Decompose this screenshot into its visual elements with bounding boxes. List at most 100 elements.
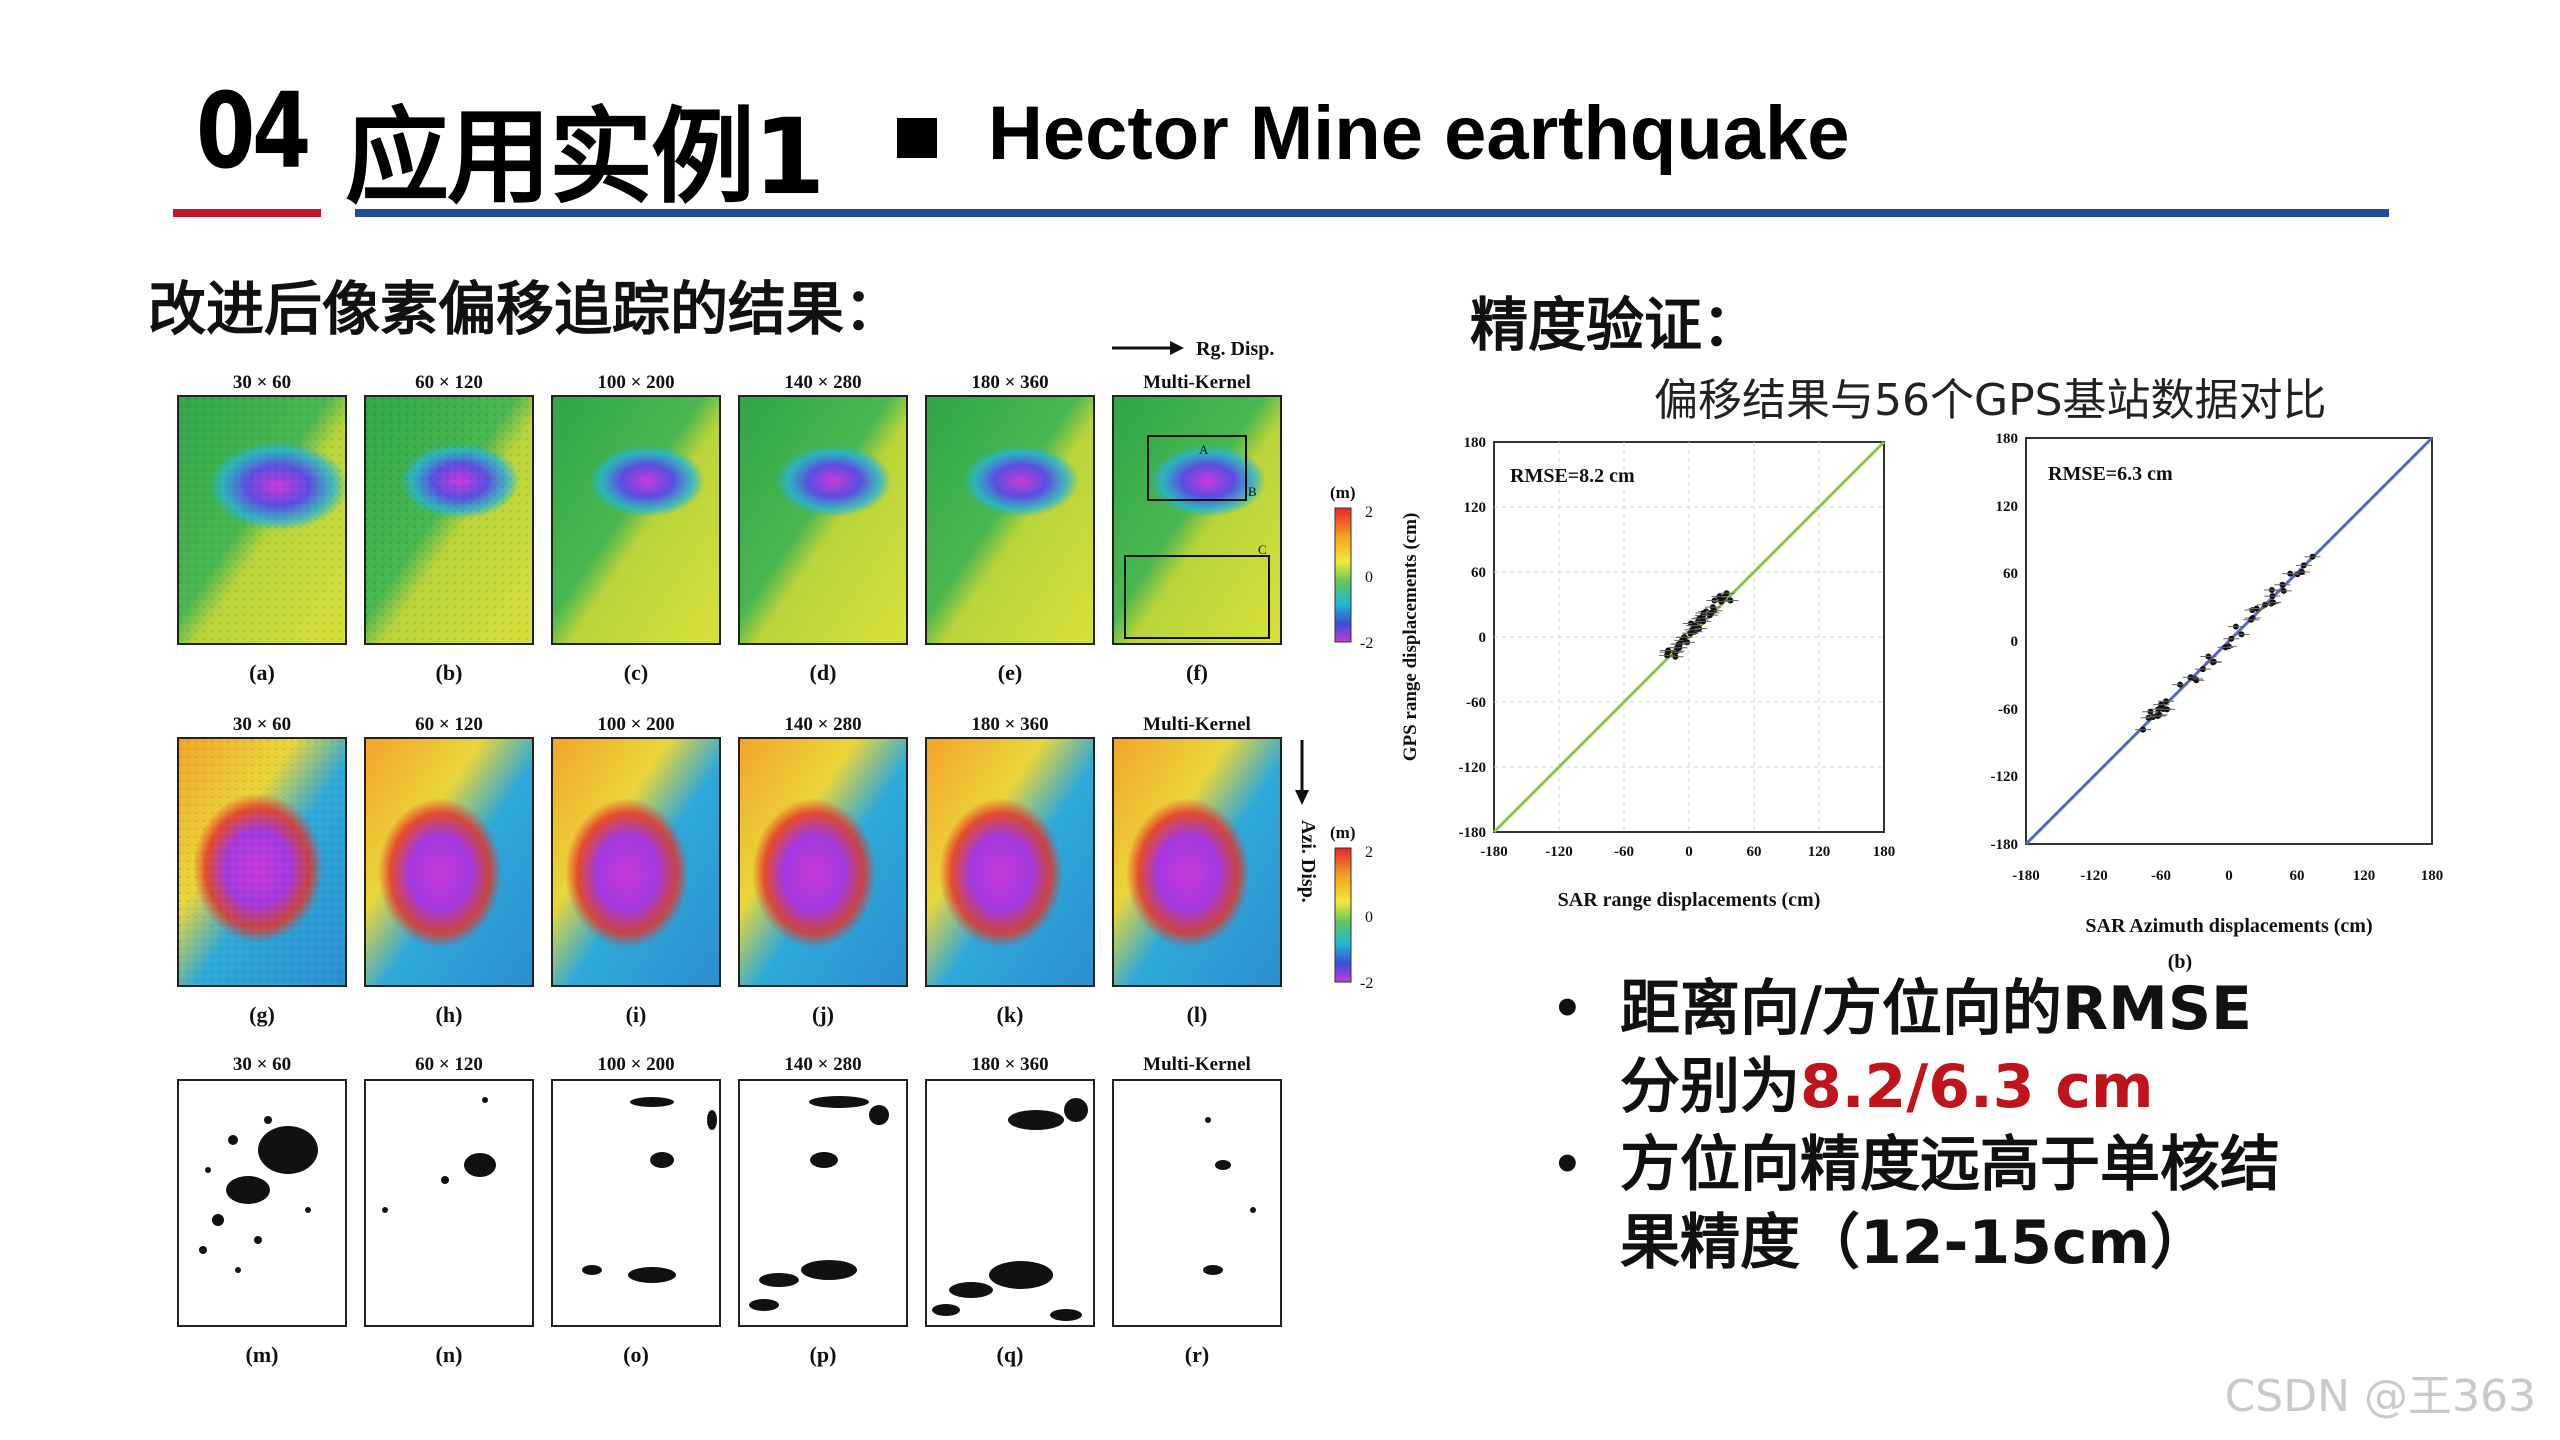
rmse-label: RMSE=8.2 cm	[1510, 465, 1635, 487]
colorbar-unit: (m)	[1330, 483, 1355, 502]
svg-text:120: 120	[2353, 868, 2376, 884]
panel-f: A B C	[1112, 395, 1282, 645]
gps-caption: 偏移结果与56个GPS基站数据对比	[1654, 375, 2327, 426]
panel-g	[177, 737, 347, 987]
col-header: 60 × 120	[415, 372, 483, 393]
panel-d	[738, 395, 908, 645]
panel-i	[551, 737, 721, 987]
panel-n	[364, 1079, 534, 1327]
bullet-dot-icon: •	[1552, 981, 1583, 1037]
panel-label: (g)	[249, 1002, 275, 1027]
header-rule-blue	[355, 209, 2389, 217]
box-label: B	[1248, 484, 1257, 499]
col-header: Multi-Kernel	[1143, 1054, 1251, 1075]
panel-p	[738, 1079, 908, 1327]
y-ticks: 180 120 60 0 -60 -120 -180	[1459, 435, 1487, 841]
panel-label: (h)	[436, 1002, 463, 1027]
row1-headers: 30 × 60 60 × 120 100 × 200 140 × 280 180…	[233, 372, 1251, 393]
conclusion-bullets: • 距离向/方位向的RMSE 分别为8.2/6.3 cm • 方位向精度远高于单…	[1540, 970, 2440, 1282]
panel-label: (l)	[1187, 1002, 1208, 1027]
panel-label: (f)	[1186, 660, 1208, 685]
panel-q	[925, 1079, 1095, 1327]
x-ticks: -180 -120 -60 0 60 120 180	[1480, 844, 1895, 860]
svg-text:60: 60	[2290, 868, 2305, 884]
panel-label: (c)	[624, 660, 648, 685]
col-header: 30 × 60	[233, 372, 291, 393]
panel-k	[925, 737, 1095, 987]
panel-label: (q)	[997, 1342, 1024, 1367]
panel-label: (i)	[626, 1002, 647, 1027]
y-axis-label: GPS range displacements (cm)	[1400, 513, 1421, 762]
svg-text:0: 0	[2225, 868, 2233, 884]
panel-a	[177, 395, 348, 645]
svg-text:-180: -180	[2012, 868, 2040, 884]
rmse-label: RMSE=6.3 cm	[2048, 463, 2173, 485]
panel-label: (e)	[998, 660, 1022, 685]
svg-text:-180: -180	[1459, 825, 1487, 841]
colorbar-range: (m) 2 0 -2	[1330, 483, 1373, 652]
svg-text:-60: -60	[2151, 868, 2171, 884]
results-heading: 改进后像素偏移追踪的结果：	[148, 275, 903, 343]
watermark: CSDN @王363	[2224, 1371, 2536, 1422]
svg-text:-60: -60	[1466, 695, 1486, 711]
row3-panels	[177, 1079, 1282, 1327]
svg-text:0: 0	[2011, 634, 2019, 650]
title-square-icon	[897, 118, 937, 158]
svg-text:120: 120	[1996, 499, 2019, 515]
panel-label: (j)	[812, 1002, 834, 1027]
panel-c	[551, 395, 721, 645]
colorbar-tick: -2	[1360, 975, 1373, 992]
points-azimuth	[2135, 553, 2321, 733]
bullet-rmse: • 距离向/方位向的RMSE 分别为8.2/6.3 cm	[1540, 970, 2440, 1126]
x-ticks: -180 -120 -60 0 60 120 180	[2012, 868, 2443, 884]
svg-text:60: 60	[2003, 566, 2018, 582]
svg-text:120: 120	[1464, 500, 1487, 516]
svg-text:180: 180	[2421, 868, 2444, 884]
azi-disp-legend: Azi. Disp.	[1295, 740, 1319, 903]
svg-text:-120: -120	[1991, 769, 2019, 785]
panel-l	[1112, 737, 1282, 987]
panel-m	[177, 1079, 347, 1327]
panel-o	[551, 1079, 721, 1327]
rg-disp-legend: Rg. Disp.	[1112, 338, 1274, 360]
y-ticks: 180 120 60 0 -60 -120 -180	[1991, 431, 2019, 853]
svg-text:-120: -120	[1545, 844, 1573, 860]
x-axis-label: SAR Azimuth displacements (cm)	[2085, 915, 2372, 937]
slide-title: 应用实例1	[345, 96, 825, 218]
colorbar-unit: (m)	[1330, 823, 1355, 842]
col-header: 180 × 360	[971, 714, 1048, 735]
col-header: 180 × 360	[971, 1054, 1048, 1075]
box-label: A	[1199, 442, 1209, 457]
panel-label: (k)	[997, 1002, 1024, 1027]
row2-panels	[177, 737, 1282, 987]
svg-text:180: 180	[1464, 435, 1487, 451]
accuracy-heading: 精度验证：	[1470, 291, 1761, 359]
col-header: 140 × 280	[784, 1054, 861, 1075]
col-header: 60 × 120	[415, 714, 483, 735]
svg-text:120: 120	[1808, 844, 1831, 860]
svg-text:-120: -120	[1459, 760, 1487, 776]
scatter-plot-range: RMSE=8.2 cm 180 120 60 0 -60 -120 -180 -…	[1400, 435, 1895, 911]
colorbar-tick: 0	[1365, 569, 1373, 586]
panel-label: (n)	[436, 1342, 463, 1367]
box-label: C	[1258, 542, 1267, 557]
svg-text:-120: -120	[2080, 868, 2108, 884]
panel-label: (o)	[623, 1342, 649, 1367]
svg-text:-60: -60	[1614, 844, 1634, 860]
colorbar-tick: 0	[1365, 909, 1373, 926]
panel-label: (p)	[810, 1342, 837, 1367]
panel-h	[364, 737, 534, 987]
row1-labels: (a) (b) (c) (d) (e) (f)	[249, 660, 1208, 685]
displacement-figure: 30 × 60 60 × 120 100 × 200 140 × 280 180…	[177, 338, 1373, 1367]
col-header: Multi-Kernel	[1143, 714, 1251, 735]
panel-label: (b)	[2168, 951, 2192, 973]
svg-text:60: 60	[1747, 844, 1762, 860]
row1-panels: A B C	[177, 395, 1282, 645]
col-header: Multi-Kernel	[1143, 372, 1251, 393]
row3-headers: 30 × 60 60 × 120 100 × 200 140 × 280 180…	[233, 1054, 1251, 1075]
svg-text:60: 60	[1471, 565, 1486, 581]
panel-label: (b)	[436, 660, 463, 685]
svg-text:-180: -180	[1991, 837, 2019, 853]
slide-subtitle: Hector Mine earthquake	[988, 91, 1850, 176]
panel-e	[925, 395, 1095, 645]
